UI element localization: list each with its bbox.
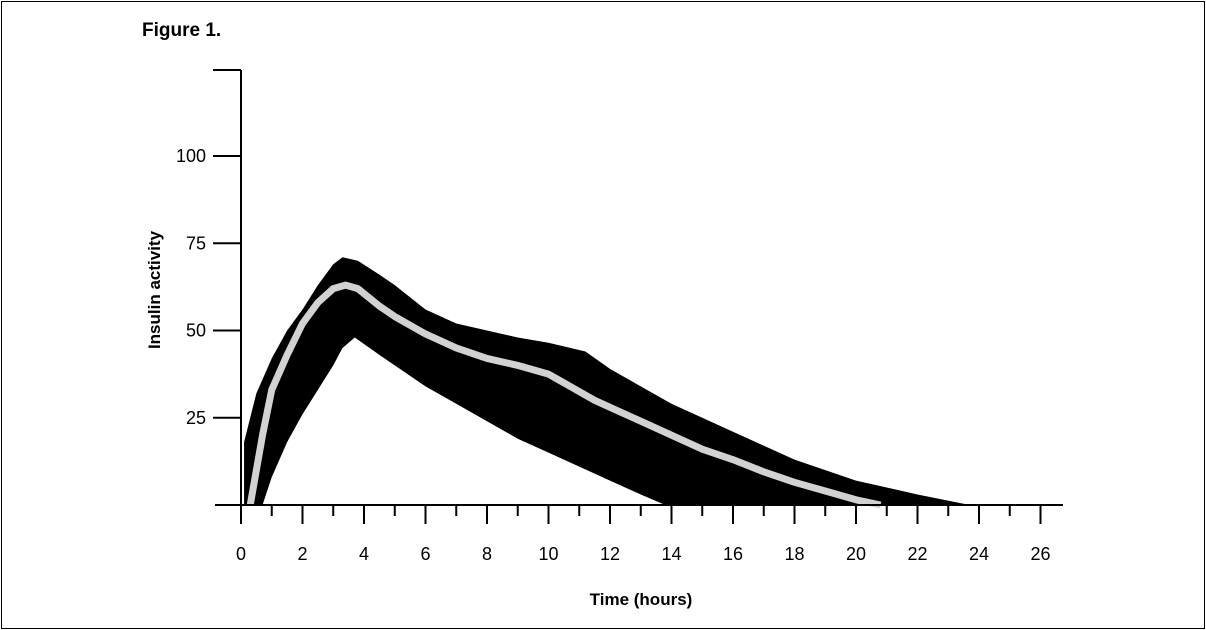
x-tick-label: 22 bbox=[907, 544, 927, 564]
x-tick-label: 12 bbox=[600, 544, 620, 564]
figure-label: Figure 1. bbox=[142, 20, 222, 41]
x-tick-label: 26 bbox=[1030, 544, 1050, 564]
x-tick-label: 20 bbox=[846, 544, 866, 564]
activity-range-band bbox=[244, 257, 970, 505]
x-tick-label: 18 bbox=[784, 544, 804, 564]
mean-activity-line bbox=[246, 281, 882, 509]
x-tick-label: 16 bbox=[723, 544, 743, 564]
x-tick-label: 6 bbox=[420, 544, 430, 564]
y-tick-label: 100 bbox=[176, 146, 206, 166]
x-tick-label: 4 bbox=[359, 544, 369, 564]
x-tick-label: 8 bbox=[482, 544, 492, 564]
y-tick-label: 75 bbox=[186, 233, 206, 253]
x-tick-label: 14 bbox=[661, 544, 681, 564]
x-tick-label: 24 bbox=[969, 544, 989, 564]
x-axis-label: Time (hours) bbox=[590, 590, 693, 609]
y-tick-label: 50 bbox=[186, 321, 206, 341]
x-tick-label: 2 bbox=[297, 544, 307, 564]
x-tick-label: 10 bbox=[538, 544, 558, 564]
y-axis-label: Insulin activity bbox=[145, 230, 164, 349]
x-tick-label: 0 bbox=[236, 544, 246, 564]
y-tick-label: 25 bbox=[186, 408, 206, 428]
